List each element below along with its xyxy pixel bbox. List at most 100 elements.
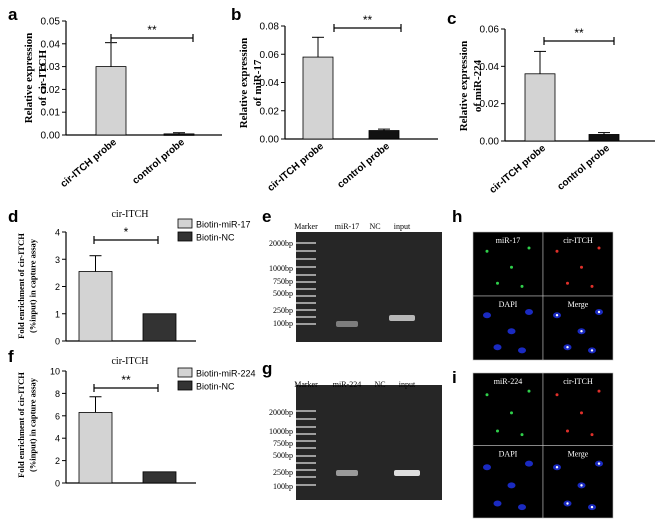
y-axis-label: Fold enrichment of cir-ITCH (%input) in c… — [16, 233, 38, 339]
y-tick-label: 6 — [55, 411, 60, 421]
nucleus — [525, 309, 533, 315]
ladder-band — [296, 476, 316, 478]
y-tick-label: 8 — [55, 389, 60, 399]
x-tick-label: control probe — [130, 137, 187, 187]
panel-letter-b: b — [231, 5, 241, 24]
significance-label: ** — [363, 13, 373, 27]
quadrant-label: miR-224 — [494, 377, 522, 386]
legend-swatch — [177, 218, 193, 229]
legend-swatch — [177, 380, 193, 391]
y-axis-label: Fold enrichment of cir-ITCH (%input) in c… — [16, 372, 38, 478]
fluorescent-dot — [496, 429, 499, 433]
lane-label: input — [394, 222, 411, 231]
size-label: 250bp — [273, 468, 293, 477]
fluorescent-dot — [485, 393, 489, 397]
fluorescent-dot — [580, 411, 583, 415]
y-axis-label: Relative expression of cir-ITCH — [23, 33, 49, 124]
quadrant-label: cir-ITCH — [563, 236, 593, 245]
ladder-band — [296, 484, 316, 486]
merge-dot — [566, 346, 569, 349]
bar-2 — [142, 471, 177, 484]
fluorescent-dot — [520, 433, 524, 437]
y-tick-label: 0.08 — [260, 22, 280, 33]
fluorescent-dot — [527, 389, 531, 393]
y-tick-label: 0.00 — [260, 135, 280, 146]
bar-2 — [368, 130, 400, 140]
significance-label: ** — [147, 23, 157, 37]
x-tick-label: cir-ITCH probe — [59, 137, 120, 190]
ladder-band — [296, 258, 316, 260]
significance-label: ** — [574, 26, 584, 40]
quadrant-label: miR-17 — [496, 236, 520, 245]
fluorescent-dot — [590, 284, 594, 288]
y-tick-label: 3 — [55, 255, 60, 265]
fluorescent-dot — [580, 265, 583, 269]
bar-chart-f: 0 2 4 6 8 10 Fold enrichment of cir-ITCH (%inpu… — [16, 356, 256, 489]
y-tick-label: 0.00 — [480, 137, 500, 148]
y-tick-label: 0.04 — [480, 62, 500, 73]
dna-band — [336, 470, 358, 476]
panel-letter-h: h — [452, 207, 462, 226]
bar-1 — [524, 73, 556, 142]
chart-title: cir-ITCH — [111, 209, 148, 220]
micrograph-i: miR-224 cir-ITCH DAPI Merge — [472, 372, 614, 519]
y-tick-label: 2 — [55, 456, 60, 466]
lane-label: miR-224 — [333, 380, 361, 389]
bar-1 — [78, 412, 113, 484]
panel-letter-g: g — [262, 359, 272, 378]
gel-background — [296, 232, 442, 342]
bar-chart-a: 0.00 0.01 0.02 0.03 0.04 0.05 Relative express… — [23, 17, 222, 190]
nucleus — [525, 460, 533, 467]
ladder-band — [296, 295, 316, 297]
micrograph-quadrant — [542, 445, 614, 519]
size-label: 1000bp — [269, 264, 293, 273]
ladder-band — [296, 426, 316, 428]
y-tick-label: 0 — [55, 337, 60, 347]
ladder-band — [296, 410, 316, 412]
legend-swatch — [177, 367, 193, 378]
ladder-band — [296, 433, 316, 435]
size-label: 750bp — [273, 277, 293, 286]
fluorescent-dot — [566, 429, 569, 433]
quadrant-label: Merge — [568, 300, 589, 309]
fluorescent-dot — [555, 249, 559, 253]
ladder-band — [296, 462, 316, 464]
merge-dot — [597, 462, 601, 465]
legend-swatch — [177, 231, 193, 242]
fluorescent-dot — [496, 281, 499, 285]
lane-label: Marker — [294, 222, 318, 231]
nucleus — [493, 500, 502, 507]
bar-chart-b: 0.00 0.02 0.04 0.06 0.08 Relative expression o… — [238, 13, 438, 194]
size-label: 500bp — [273, 451, 293, 460]
merge-dot — [597, 310, 601, 314]
x-tick-label: control probe — [335, 141, 392, 191]
x-tick-label: cir-ITCH probe — [266, 141, 327, 194]
lane-label: Marker — [294, 380, 318, 389]
ladder-band — [296, 440, 316, 442]
micrograph-quadrant — [542, 231, 614, 297]
lane-label: input — [399, 380, 416, 389]
micrograph-quadrant — [472, 372, 544, 446]
merge-dot — [566, 502, 569, 505]
merge-dot — [590, 505, 594, 509]
chart-title: cir-ITCH — [111, 356, 148, 367]
ladder-band — [296, 447, 316, 449]
panel-letter-d: d — [8, 207, 18, 226]
nucleus — [507, 482, 516, 489]
bar-chart-c: 0.00 0.02 0.04 0.06 Relative expression of mi… — [458, 25, 655, 196]
nucleus — [518, 504, 526, 511]
nucleus — [493, 344, 502, 351]
quadrant-label: Merge — [568, 450, 589, 459]
micrograph-h: miR-17 cir-ITCH DAPI Merge — [472, 231, 614, 361]
gel-image-g: Marker miR-224 NC input 2000bp 1000bp 750bp 500… — [269, 380, 442, 500]
ladder-band — [296, 469, 316, 471]
fluorescent-dot — [485, 249, 489, 253]
nucleus — [507, 328, 516, 335]
fluorescent-dot — [510, 265, 513, 269]
y-axis-label: Relative expression of miR-224 — [458, 41, 484, 132]
ladder-band — [296, 274, 316, 276]
lane-label: miR-17 — [335, 222, 359, 231]
nucleus — [483, 312, 491, 319]
bar-chart-d: 0 1 2 3 4 Fold enrichment of cir-ITCH (%input)… — [16, 209, 251, 347]
ladder-band — [296, 250, 316, 252]
